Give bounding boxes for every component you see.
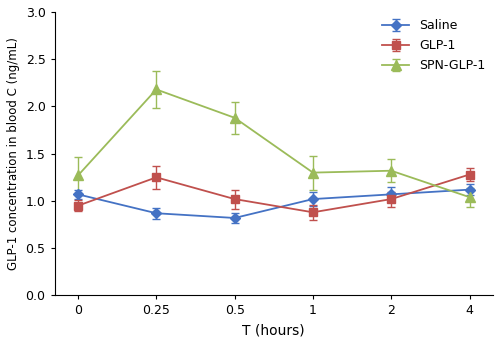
Legend: Saline, GLP-1, SPN-GLP-1: Saline, GLP-1, SPN-GLP-1 <box>377 14 490 77</box>
Y-axis label: GLP-1 concentration in blood C (ng/mL): GLP-1 concentration in blood C (ng/mL) <box>7 37 20 270</box>
X-axis label: T (hours): T (hours) <box>242 323 305 337</box>
